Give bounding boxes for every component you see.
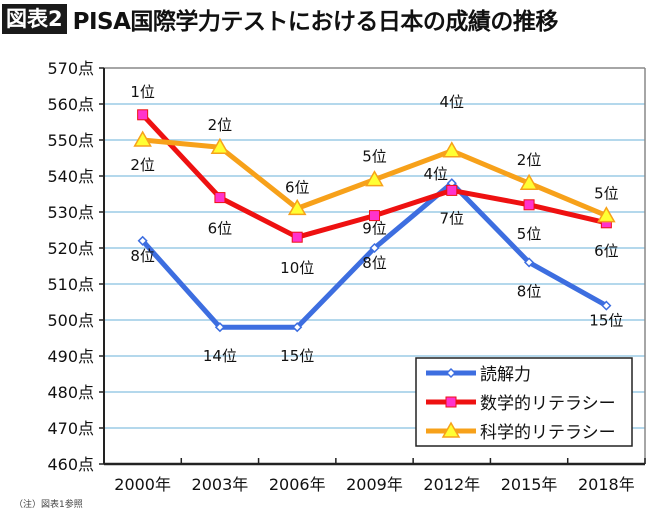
rank-label: 14位 xyxy=(203,347,237,365)
data-point xyxy=(137,109,149,121)
x-tick-label: 2006年 xyxy=(269,475,326,494)
legend-marker xyxy=(445,367,457,379)
y-tick-label: 570点 xyxy=(47,59,94,78)
rank-label: 6位 xyxy=(208,220,233,238)
rank-label: 2位 xyxy=(517,151,542,169)
rank-label: 15位 xyxy=(280,347,314,365)
legend-label: 読解力 xyxy=(480,365,531,385)
rank-label: 10位 xyxy=(280,259,314,277)
data-point xyxy=(369,210,380,222)
chart-header: 図表2 PISA国際学力テストにおける日本の成績の推移 xyxy=(2,3,558,35)
rank-label: 9位 xyxy=(362,220,387,238)
rank-label: 4位 xyxy=(440,93,465,111)
legend-marker xyxy=(445,396,457,408)
y-tick-label: 520点 xyxy=(47,239,94,258)
rank-label: 8位 xyxy=(130,247,155,265)
data-point xyxy=(523,199,535,211)
chart-title: PISA国際学力テストにおける日本の成績の推移 xyxy=(72,9,559,35)
data-point xyxy=(133,130,152,147)
data-point xyxy=(442,141,462,158)
rank-label: 15位 xyxy=(589,312,623,330)
data-point xyxy=(210,137,230,154)
y-tick-label: 460点 xyxy=(47,455,94,474)
data-point xyxy=(292,322,303,333)
rank-label: 6位 xyxy=(285,178,310,196)
rank-label: 2位 xyxy=(130,156,155,174)
x-tick-label: 2018年 xyxy=(578,475,635,494)
data-point xyxy=(291,231,303,243)
data-point xyxy=(519,173,539,190)
data-point xyxy=(446,184,458,196)
y-tick-label: 560点 xyxy=(47,95,94,114)
rank-label: 5位 xyxy=(517,225,542,243)
rank-label: 5位 xyxy=(362,148,387,166)
data-point xyxy=(214,322,225,333)
data-point xyxy=(287,198,307,216)
y-tick-label: 510点 xyxy=(47,275,94,294)
rank-label: 6位 xyxy=(594,242,619,260)
rank-label: 7位 xyxy=(440,209,465,227)
legend-label: 科学的リテラシー xyxy=(480,423,616,443)
rank-label: 8位 xyxy=(517,282,542,300)
rank-label: 8位 xyxy=(362,254,387,272)
rank-label: 5位 xyxy=(594,185,619,203)
data-point xyxy=(137,235,148,246)
data-point xyxy=(524,257,535,268)
footnote: （注）図表1参照 xyxy=(14,500,83,510)
rank-label: 1位 xyxy=(130,83,155,101)
y-tick-label: 490点 xyxy=(47,347,94,366)
x-tick-label: 2012年 xyxy=(423,475,480,494)
rank-label: 2位 xyxy=(208,116,233,134)
y-tick-label: 540点 xyxy=(47,167,94,186)
data-point xyxy=(214,192,226,204)
x-tick-label: 2003年 xyxy=(192,475,249,494)
legend-label: 数学的リテラシー xyxy=(480,394,616,414)
x-tick-label: 2000年 xyxy=(114,475,171,494)
y-tick-label: 470点 xyxy=(47,419,94,438)
data-point xyxy=(597,206,616,223)
y-tick-label: 500点 xyxy=(47,311,94,330)
figure-badge: 図表2 xyxy=(2,4,67,34)
y-tick-label: 550点 xyxy=(47,131,94,150)
y-tick-label: 530点 xyxy=(47,203,94,222)
data-point xyxy=(369,242,380,254)
legend-marker xyxy=(441,421,461,438)
x-tick-label: 2015年 xyxy=(501,475,558,494)
data-point xyxy=(365,170,384,187)
x-tick-label: 2009年 xyxy=(346,475,403,494)
data-point xyxy=(601,300,612,311)
y-tick-label: 480点 xyxy=(47,383,94,402)
rank-label: 4位 xyxy=(424,165,449,183)
